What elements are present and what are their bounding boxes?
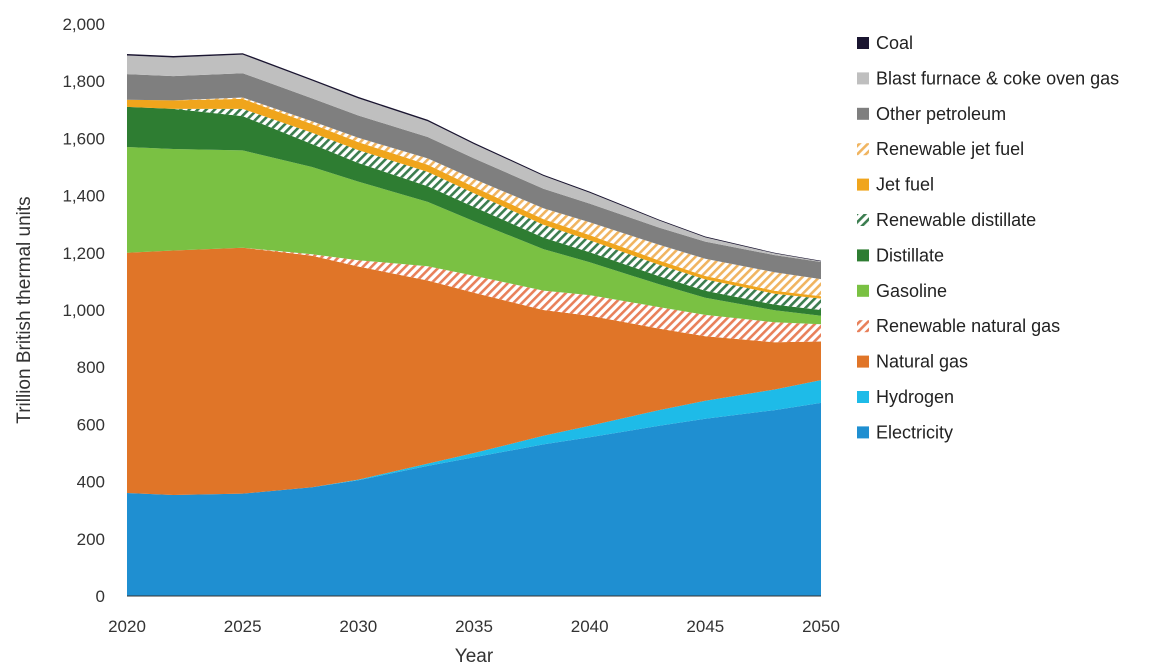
area-gasoline: [127, 147, 821, 325]
legend-swatch: [857, 37, 869, 49]
y-axis-title: Trillion British thermal units: [14, 196, 35, 423]
legend-item: Blast furnace & coke oven gas: [857, 68, 1119, 88]
legend-item: Renewable jet fuel: [857, 139, 1024, 159]
legend-item: Renewable distillate: [857, 210, 1036, 230]
legend-swatch: [857, 214, 869, 226]
area-blast-furnace-coke-oven-gas: [127, 54, 821, 262]
x-axis-title: Year: [455, 646, 494, 667]
x-tick-label: 2050: [802, 617, 840, 636]
legend-swatch: [857, 284, 869, 297]
legend-item: Gasoline: [857, 281, 947, 301]
x-tick-label: 2025: [224, 617, 262, 636]
legend-swatch: [857, 355, 869, 368]
area-electricity: [127, 402, 821, 596]
legend-swatch: [857, 178, 869, 191]
area-distillate: [127, 106, 821, 316]
legend-label: Natural gas: [876, 352, 968, 372]
legend-item: Jet fuel: [857, 175, 934, 195]
legend-item: Distillate: [857, 245, 944, 265]
legend-swatch: [857, 249, 869, 262]
legend-swatch: [857, 72, 869, 85]
y-tick-label: 1,600: [62, 129, 105, 148]
x-tick-labels: 2020 2025 2030 2035 2040 2045 2050: [108, 617, 840, 636]
x-tick-label: 2045: [686, 617, 724, 636]
legend-label: Renewable natural gas: [876, 316, 1060, 336]
area-other-petroleum: [127, 73, 821, 280]
y-tick-label: 1,200: [62, 244, 105, 263]
legend-swatch: [857, 107, 869, 120]
legend-swatch: [857, 426, 869, 439]
area-natural-gas: [127, 247, 821, 495]
legend-label: Distillate: [876, 245, 944, 265]
y-tick-label: 400: [77, 473, 105, 492]
legend-label: Other petroleum: [876, 104, 1006, 124]
y-tick-label: 200: [77, 530, 105, 549]
x-tick-label: 2035: [455, 617, 493, 636]
legend-label: Coal: [876, 33, 913, 53]
area-renewable-natural-gas: [127, 247, 821, 343]
y-tick-label: 1,800: [62, 72, 105, 91]
x-tick-label: 2020: [108, 617, 146, 636]
y-tick-label: 1,000: [62, 301, 105, 320]
legend-label: Gasoline: [876, 281, 947, 301]
legend-item: Electricity: [857, 422, 953, 442]
y-tick-label: 2,000: [62, 15, 105, 34]
legend-label: Renewable distillate: [876, 210, 1036, 230]
y-tick-label: 0: [96, 587, 105, 606]
legend-item: Other petroleum: [857, 104, 1006, 124]
x-tick-label: 2030: [339, 617, 377, 636]
legend-swatch: [857, 391, 869, 403]
legend-swatch: [857, 320, 869, 333]
legend-item: Renewable natural gas: [857, 316, 1060, 336]
legend-item: Coal: [857, 33, 913, 53]
y-tick-labels: 0 200 400 600 800 1,000 1,200 1,400 1,600 1,800 2,…: [62, 15, 105, 606]
legend: Coal Blast furnace & coke oven gas Other p…: [857, 33, 1119, 442]
x-tick-label: 2040: [571, 617, 609, 636]
legend-item: Natural gas: [857, 352, 968, 372]
legend-item: Hydrogen: [857, 387, 954, 407]
legend-swatch: [857, 143, 869, 156]
legend-label: Blast furnace & coke oven gas: [876, 68, 1119, 88]
legend-label: Jet fuel: [876, 175, 934, 195]
y-tick-label: 600: [77, 415, 105, 434]
area-renewable-distillate: [127, 106, 821, 311]
legend-label: Electricity: [876, 422, 953, 442]
y-tick-label: 1,400: [62, 187, 105, 206]
area-renewable-jet-fuel: [127, 97, 821, 297]
legend-label: Renewable jet fuel: [876, 139, 1024, 159]
legend-label: Hydrogen: [876, 387, 954, 407]
area-layers: [127, 53, 821, 596]
y-tick-label: 800: [77, 358, 105, 377]
